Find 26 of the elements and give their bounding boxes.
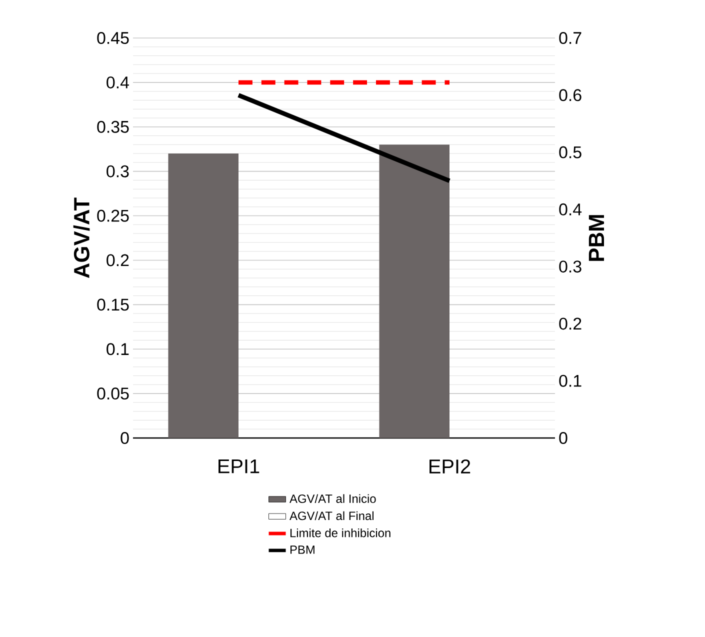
y2-tick-label: 0.2 xyxy=(559,318,582,330)
y-tick-label: 0.05 xyxy=(97,388,129,400)
y-tick-label: 0.3 xyxy=(106,165,129,178)
y-tick-label: 0.35 xyxy=(97,120,129,133)
y-tick-label: 0.1 xyxy=(106,343,129,356)
y2-axis-title: PBM xyxy=(588,215,604,261)
y-tick-label: 0.25 xyxy=(97,210,129,222)
y-axis-title: AGV/AT xyxy=(73,198,90,278)
y2-tick-label: 0.3 xyxy=(559,260,582,273)
y-tick-label: 0.45 xyxy=(97,32,129,44)
x-tick-label: EPI1 xyxy=(218,459,260,474)
y-tick-label: 0.4 xyxy=(106,76,129,88)
y2-tick-label: 0.5 xyxy=(559,146,582,158)
y-tick-label: 0.15 xyxy=(97,298,129,311)
y2-tick-label: 0.1 xyxy=(559,374,582,387)
y-tick-label: 0.2 xyxy=(106,254,129,266)
y-tick-label: 0 xyxy=(120,432,129,444)
legend-label: AGV/AT al Inicio xyxy=(290,494,376,503)
x-tick-label: EPI2 xyxy=(430,459,470,474)
legend-label: Limite de inhibicion xyxy=(290,528,390,538)
y2-tick-label: 0.6 xyxy=(559,89,582,102)
y2-tick-label: 0.4 xyxy=(559,203,582,216)
y2-tick-label: 0.7 xyxy=(559,32,582,44)
legend-label: PBM xyxy=(290,546,314,554)
y2-tick-label: 0 xyxy=(559,432,568,444)
legend-label: AGV/AT al Final xyxy=(290,511,374,520)
